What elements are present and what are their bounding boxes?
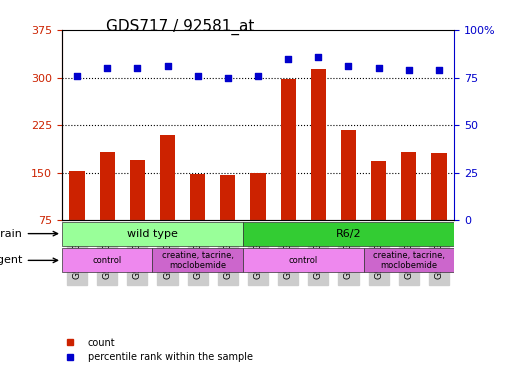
Bar bbox=[281, 79, 296, 220]
Point bbox=[344, 63, 352, 69]
Point bbox=[194, 73, 202, 79]
FancyBboxPatch shape bbox=[152, 248, 243, 272]
Text: strain: strain bbox=[0, 229, 58, 238]
Text: wild type: wild type bbox=[127, 229, 178, 238]
Bar bbox=[220, 175, 235, 220]
Text: creatine, tacrine,
moclobemide: creatine, tacrine, moclobemide bbox=[373, 251, 445, 270]
Point bbox=[435, 67, 443, 73]
Point bbox=[405, 67, 413, 73]
FancyBboxPatch shape bbox=[243, 222, 454, 246]
Point bbox=[164, 63, 172, 69]
Text: agent: agent bbox=[0, 255, 58, 266]
Text: GDS717 / 92581_at: GDS717 / 92581_at bbox=[106, 19, 255, 35]
Point bbox=[284, 56, 292, 62]
Text: control: control bbox=[92, 256, 122, 265]
Bar bbox=[160, 135, 175, 220]
Bar bbox=[100, 152, 115, 220]
Bar bbox=[190, 174, 205, 220]
Bar bbox=[130, 160, 145, 220]
Bar bbox=[250, 172, 266, 220]
Text: control: control bbox=[288, 256, 318, 265]
FancyBboxPatch shape bbox=[62, 222, 243, 246]
Point bbox=[73, 73, 81, 79]
Bar bbox=[431, 153, 446, 220]
Legend: count, percentile rank within the sample: count, percentile rank within the sample bbox=[56, 334, 256, 366]
Text: R6/2: R6/2 bbox=[336, 229, 361, 238]
Bar bbox=[341, 129, 356, 220]
Point bbox=[133, 65, 141, 71]
Point bbox=[254, 73, 262, 79]
Point bbox=[314, 54, 322, 60]
Bar bbox=[401, 152, 416, 220]
FancyBboxPatch shape bbox=[62, 248, 152, 272]
Bar bbox=[371, 161, 386, 220]
Text: creatine, tacrine,
moclobemide: creatine, tacrine, moclobemide bbox=[162, 251, 234, 270]
FancyBboxPatch shape bbox=[243, 248, 364, 272]
FancyBboxPatch shape bbox=[364, 248, 454, 272]
Point bbox=[103, 65, 111, 71]
Point bbox=[224, 75, 232, 81]
Point bbox=[375, 65, 383, 71]
Bar bbox=[70, 171, 85, 220]
Bar bbox=[311, 69, 326, 220]
